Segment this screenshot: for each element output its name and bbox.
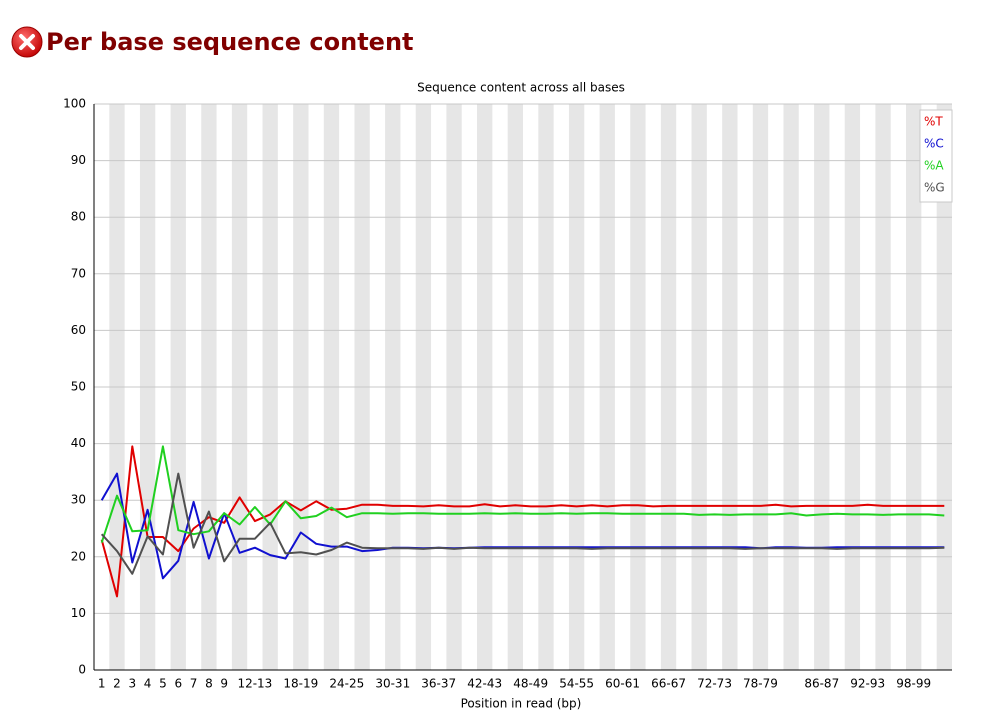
legend-label: %T: [924, 115, 943, 129]
x-tick-label: 24-25: [329, 677, 364, 691]
y-tick-label: 70: [71, 266, 86, 280]
y-tick-label: 40: [71, 436, 86, 450]
x-tick-label: 30-31: [375, 677, 410, 691]
y-tick-label: 100: [63, 97, 86, 111]
x-tick-label: 1: [98, 677, 106, 691]
x-tick-label: 54-55: [559, 677, 594, 691]
x-tick-label: 86-87: [804, 677, 839, 691]
legend-box: [919, 109, 953, 203]
x-tick-label: 36-37: [421, 677, 456, 691]
x-tick-label: 42-43: [467, 677, 502, 691]
y-tick-label: 10: [71, 606, 86, 620]
x-tick-label: 6: [174, 677, 182, 691]
legend-label: %C: [924, 137, 944, 151]
x-tick-label: 92-93: [850, 677, 885, 691]
x-tick-label: 12-13: [237, 677, 272, 691]
legend-label: %G: [924, 181, 945, 195]
x-tick-label: 4: [144, 677, 152, 691]
series-line: [100, 445, 945, 543]
x-tick-label: 2: [113, 677, 121, 691]
y-tick-label: 20: [71, 549, 86, 563]
y-tick-label: 50: [71, 380, 86, 394]
chart-title: Sequence content across all bases: [417, 81, 625, 95]
x-tick-label: 8: [205, 677, 213, 691]
y-tick-label: 30: [71, 493, 86, 507]
x-axis-label: Position in read (bp): [461, 697, 582, 711]
series-line: [100, 445, 945, 598]
x-tick-label: 60-61: [605, 677, 640, 691]
x-tick-label: 5: [159, 677, 167, 691]
x-tick-label: 7: [190, 677, 198, 691]
y-tick-label: 60: [71, 323, 86, 337]
y-tick-label: 90: [71, 153, 86, 167]
x-tick-label: 78-79: [743, 677, 778, 691]
header: Per base sequence content: [10, 22, 414, 62]
x-tick-label: 18-19: [283, 677, 318, 691]
x-tick-label: 3: [128, 677, 136, 691]
x-tick-label: 48-49: [513, 677, 548, 691]
x-tick-label: 9: [220, 677, 228, 691]
error-icon: [11, 26, 43, 58]
page-title: Per base sequence content: [46, 28, 414, 56]
y-tick-label: 0: [78, 663, 86, 677]
y-tick-label: 80: [71, 210, 86, 224]
legend-label: %A: [924, 159, 944, 173]
x-tick-label: 98-99: [896, 677, 931, 691]
x-tick-label: 66-67: [651, 677, 686, 691]
series-line: [100, 472, 945, 575]
x-tick-label: 72-73: [697, 677, 732, 691]
